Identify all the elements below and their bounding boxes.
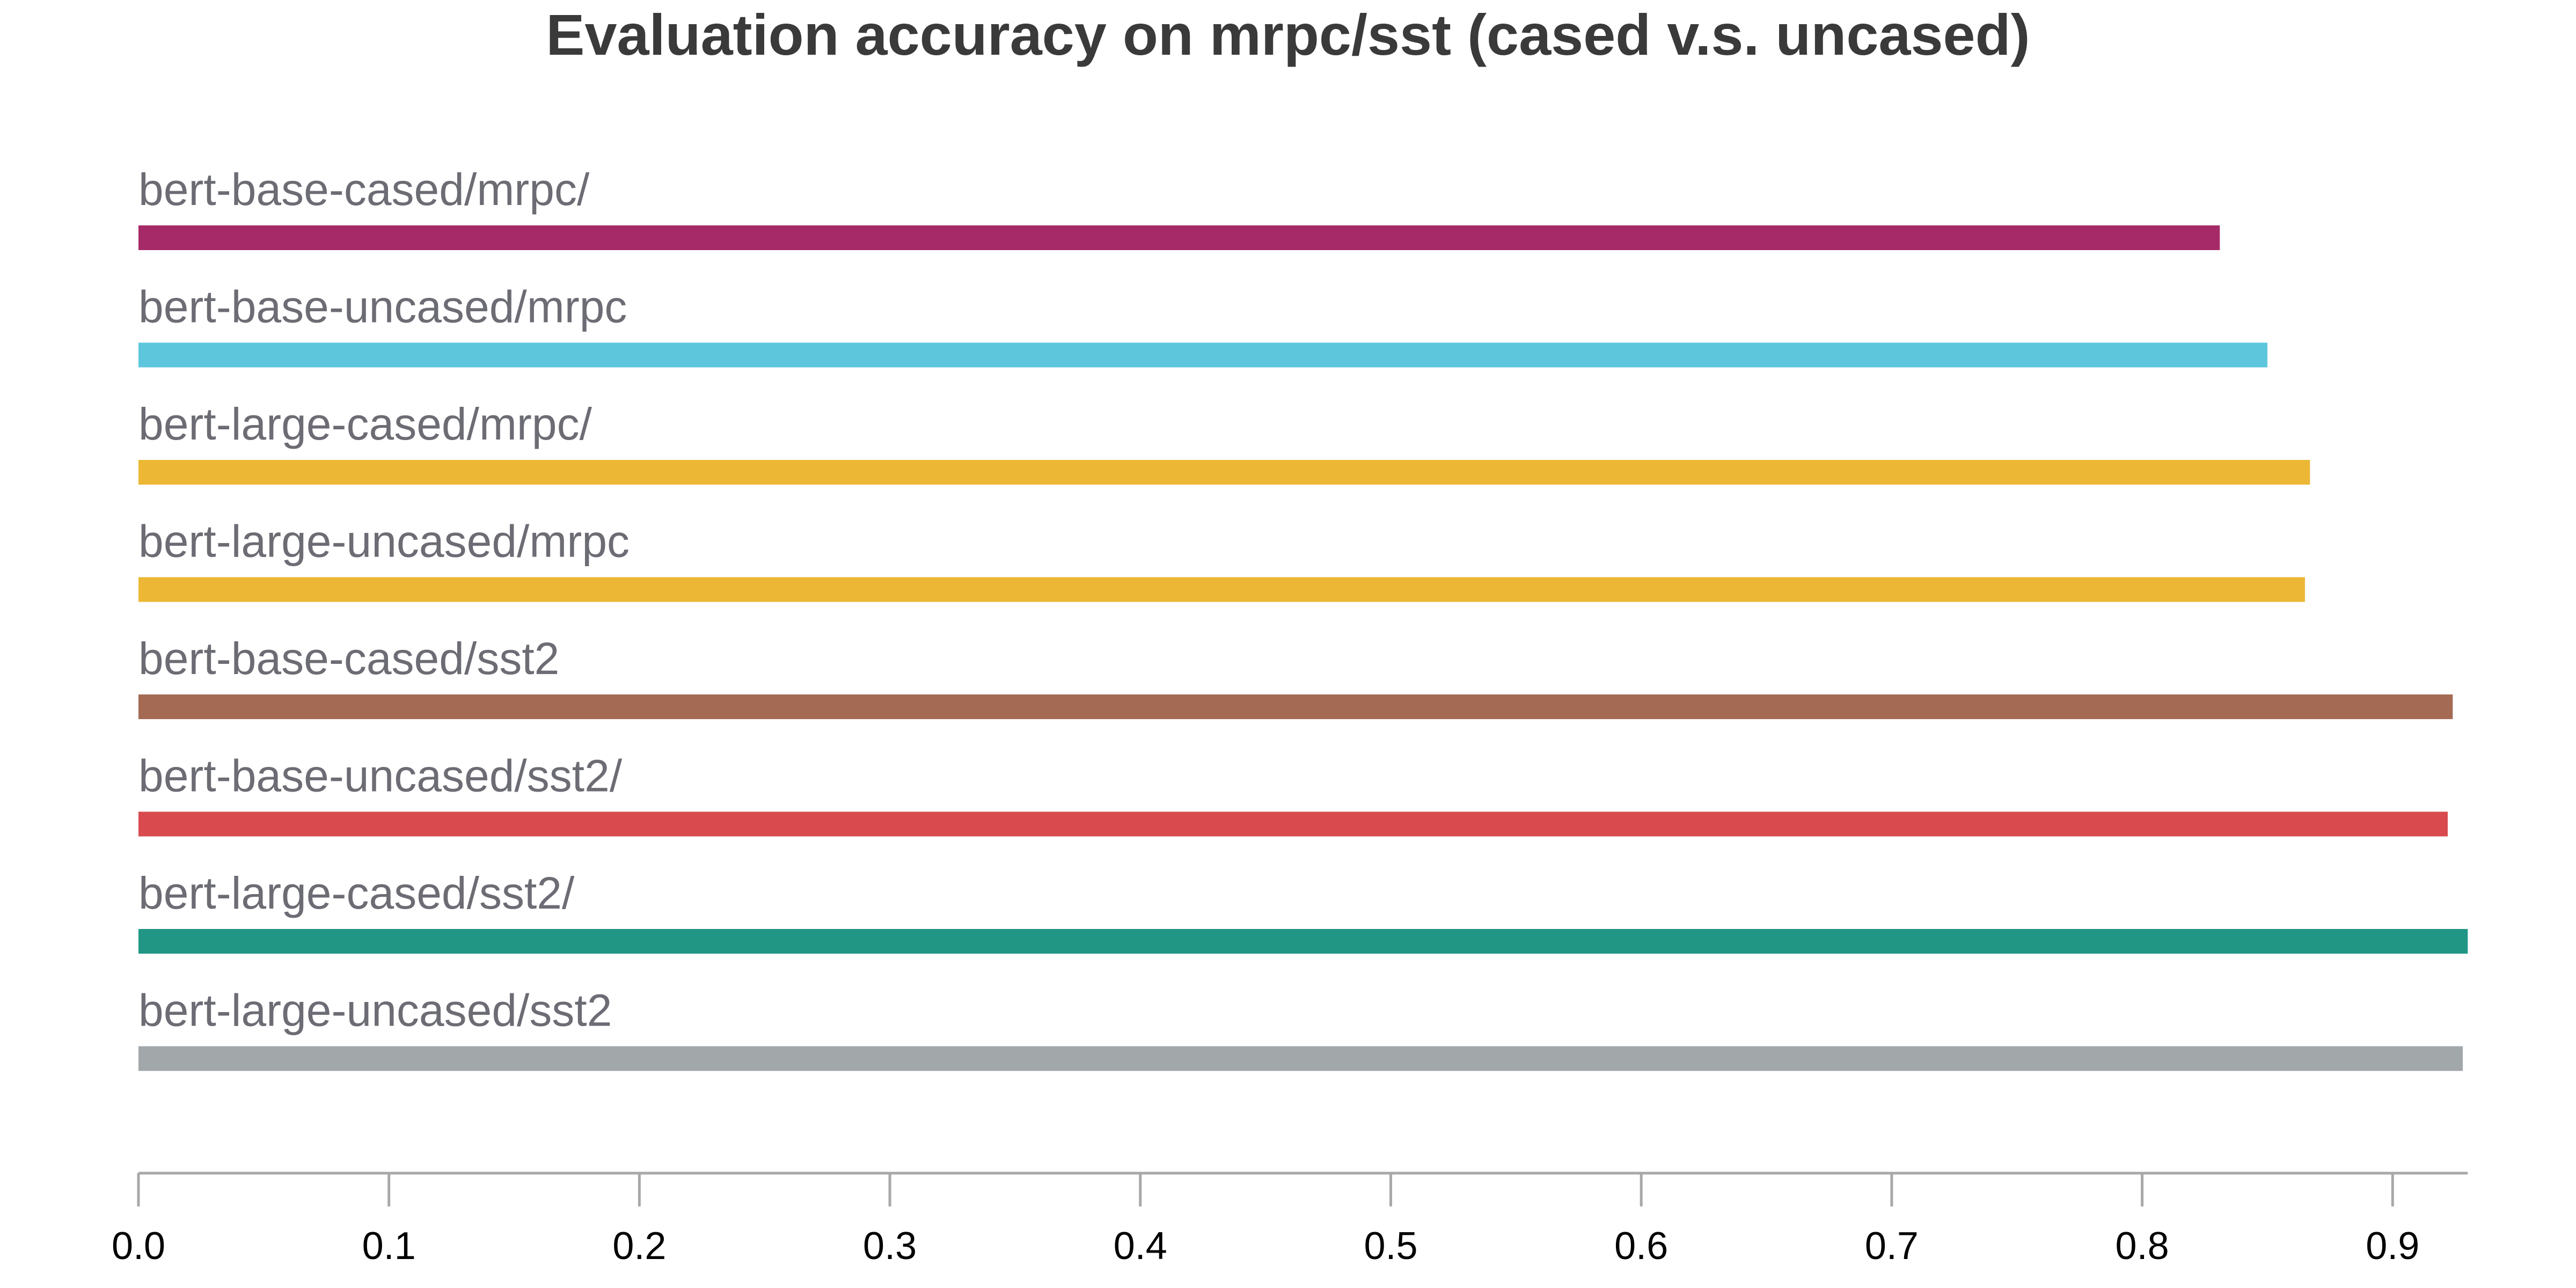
x-tick-label: 0.1 [362, 1225, 416, 1268]
x-tick-label: 0.7 [1865, 1225, 1919, 1268]
x-tick-label: 0.5 [1364, 1225, 1417, 1268]
bar-label: bert-base-cased/mrpc/ [138, 164, 590, 215]
x-tick-label: 0.3 [863, 1225, 917, 1268]
bar-label: bert-large-uncased/mrpc [138, 516, 630, 567]
x-tick-label: 0.9 [2366, 1225, 2419, 1268]
bar-label: bert-base-cased/sst2 [138, 633, 559, 684]
bar [138, 460, 2310, 485]
bar [138, 577, 2305, 602]
bar-label: bert-large-uncased/sst2 [138, 985, 612, 1036]
bar-label: bert-base-uncased/sst2/ [138, 751, 623, 801]
bar [138, 811, 2448, 837]
x-tick-label: 0.2 [612, 1225, 666, 1268]
bar-label: bert-base-uncased/mrpc [138, 282, 627, 332]
bar [138, 225, 2220, 250]
bar-label: bert-large-cased/sst2/ [138, 868, 575, 918]
bar [138, 1046, 2463, 1071]
x-tick-label: 0.6 [1614, 1225, 1668, 1268]
bar [138, 694, 2453, 719]
bar [138, 929, 2468, 954]
x-tick-label: 0.8 [2116, 1225, 2169, 1268]
bar-label: bert-large-cased/mrpc/ [138, 399, 592, 449]
x-tick-label: 0.0 [112, 1225, 165, 1268]
chart-title: Evaluation accuracy on mrpc/sst (cased v… [546, 2, 2030, 67]
x-tick-label: 0.4 [1114, 1225, 1167, 1268]
bar [138, 342, 2267, 368]
